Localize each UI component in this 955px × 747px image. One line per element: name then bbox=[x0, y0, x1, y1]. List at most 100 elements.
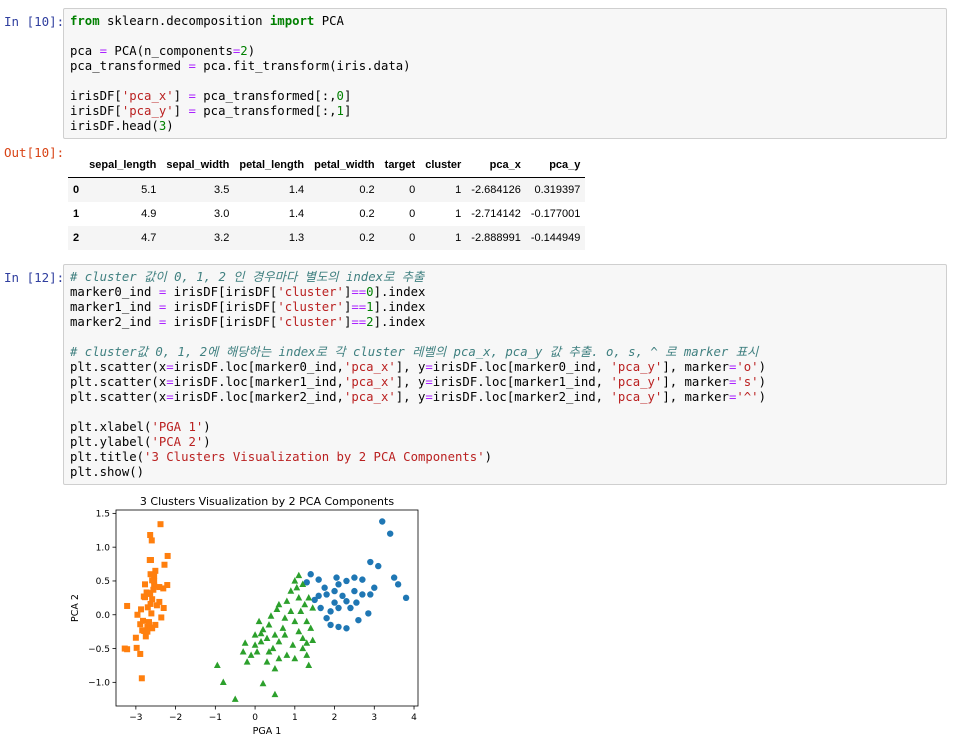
scatter-point-circle bbox=[375, 562, 382, 570]
code-line: from sklearn.decomposition import PCA bbox=[70, 14, 940, 29]
code-token: = bbox=[166, 390, 174, 404]
scatter-point-square bbox=[124, 602, 131, 609]
code-line: plt.xlabel('PGA 1') bbox=[70, 420, 940, 435]
table-cell: 1 bbox=[455, 208, 462, 220]
code-line bbox=[70, 405, 940, 420]
code-token: = bbox=[166, 375, 174, 389]
scatter-point-triangle bbox=[257, 629, 265, 637]
scatter-point-circle bbox=[390, 574, 398, 581]
scatter-point-triangle bbox=[265, 621, 273, 628]
scatter-point-circle bbox=[359, 591, 366, 598]
scatter-point-triangle bbox=[303, 639, 311, 646]
code-token: 'pca_y' bbox=[610, 375, 663, 389]
scatter-point-square bbox=[137, 650, 144, 657]
scatter-point-square bbox=[148, 537, 155, 544]
scatter-point-circle bbox=[331, 587, 338, 595]
table-cell: 0 bbox=[409, 184, 416, 196]
code-line: plt.title('3 Clusters Visualization by 2… bbox=[70, 450, 940, 465]
scatter-point-square bbox=[151, 572, 158, 579]
code-token: = bbox=[425, 375, 433, 389]
code-token: 3 bbox=[158, 119, 167, 133]
scatter-point-triangle bbox=[305, 594, 313, 601]
code-token: 'cluster' bbox=[277, 300, 344, 314]
scatter-point-circle bbox=[323, 614, 330, 622]
table-cell: 1.3 bbox=[288, 232, 305, 244]
column-header: sepal_width bbox=[161, 153, 235, 178]
code-token: 'PGA 1' bbox=[151, 420, 204, 434]
code-token: ) bbox=[758, 375, 766, 389]
code-token: irisDF[irisDF[ bbox=[166, 285, 278, 299]
scatter-point-triangle bbox=[263, 658, 271, 665]
y-tick-label: −1.0 bbox=[88, 679, 110, 689]
code-token: 'pca_x' bbox=[121, 89, 174, 103]
scatter-point-circle bbox=[323, 591, 330, 598]
code-token: 1 bbox=[366, 300, 374, 314]
scatter-point-square bbox=[134, 611, 141, 618]
scatter-point-triangle bbox=[271, 690, 279, 698]
code-line: marker1_ind = irisDF[irisDF['cluster']==… bbox=[70, 300, 940, 315]
code-token: ) bbox=[203, 435, 211, 449]
scatter-point-circle bbox=[351, 574, 358, 581]
scatter-point-triangle bbox=[267, 612, 275, 619]
scatter-point-triangle bbox=[291, 617, 299, 625]
column-header: pca_y bbox=[525, 153, 586, 178]
scatter-point-square bbox=[121, 645, 128, 652]
code-token: ) bbox=[166, 119, 174, 133]
table-cell: 3.5 bbox=[214, 184, 230, 196]
scatter-point-triangle bbox=[247, 651, 255, 658]
scatter-point-triangle bbox=[241, 639, 249, 646]
column-header: cluster bbox=[420, 153, 467, 178]
row-index: 1 bbox=[73, 208, 80, 220]
scatter-point-square bbox=[152, 567, 159, 574]
scatter-point-triangle bbox=[297, 607, 305, 614]
scatter-point-triangle bbox=[253, 648, 261, 655]
scatter-point-triangle bbox=[239, 648, 247, 655]
code-token: ], y bbox=[395, 390, 426, 404]
code-token: marker1_ind bbox=[70, 300, 159, 314]
code-line: pca_transformed = pca.fit_transform(iris… bbox=[70, 59, 940, 74]
scatter-point-square bbox=[153, 602, 160, 609]
code-token: pca.fit_transform(iris.data) bbox=[195, 59, 411, 73]
code-token: = bbox=[158, 315, 167, 329]
table-cell: 0.2 bbox=[359, 232, 375, 244]
scatter-point-circle bbox=[327, 608, 334, 615]
table-cell: 0 bbox=[409, 232, 416, 244]
code-token: 'pca_x' bbox=[343, 375, 396, 389]
output-prompt-10: Out[10]: bbox=[4, 145, 65, 160]
x-axis-label: PGA 1 bbox=[253, 726, 282, 737]
input-prompt-12: In [12]: bbox=[4, 270, 65, 285]
code-editor[interactable]: from sklearn.decomposition import PCA pca… bbox=[64, 9, 946, 138]
y-axis-label: PCA 2 bbox=[70, 594, 81, 622]
scatter-point-square bbox=[143, 589, 150, 596]
table-cell: 1 bbox=[455, 184, 462, 196]
code-token: 'PCA 2' bbox=[151, 435, 204, 449]
table-cell: -2.684126 bbox=[471, 184, 521, 196]
code-line: marker2_ind = irisDF[irisDF['cluster']==… bbox=[70, 315, 940, 330]
scatter-point-square bbox=[160, 605, 167, 611]
scatter-point-triangle bbox=[263, 634, 271, 642]
scatter-point-triangle bbox=[251, 641, 259, 648]
input-prompt-10: In [10]: bbox=[4, 14, 65, 29]
table-header-row: sepal_length sepal_width petal_length petal… bbox=[68, 153, 586, 178]
scatter-point-triangle bbox=[295, 627, 303, 635]
scatter-point-triangle bbox=[265, 648, 273, 655]
code-line: irisDF['pca_x'] = pca_transformed[:,0] bbox=[70, 89, 940, 104]
code-token: = bbox=[158, 300, 167, 314]
code-cell-12[interactable]: # cluster 값이 0, 1, 2 인 경우마다 별도의 index로 추… bbox=[63, 264, 947, 485]
table-cell: 0.319397 bbox=[534, 184, 581, 196]
scatter-point-triangle bbox=[271, 665, 279, 672]
code-token: = bbox=[188, 104, 196, 118]
code-line: pca = PCA(n_components=2) bbox=[70, 44, 940, 59]
code-token: pca bbox=[70, 44, 100, 58]
scatter-point-circle bbox=[339, 592, 346, 600]
code-token: 2 bbox=[240, 44, 248, 58]
code-editor[interactable]: # cluster 값이 0, 1, 2 인 경우마다 별도의 index로 추… bbox=[64, 265, 946, 484]
code-line: plt.show() bbox=[70, 465, 940, 480]
table-row: 2 4.7 3.2 1.3 0.2 0 1 -2.888991 -0.144949 bbox=[68, 226, 586, 250]
code-line bbox=[70, 330, 940, 345]
table-cell: 4.7 bbox=[141, 232, 157, 244]
scatter-point-circle bbox=[343, 625, 350, 632]
code-cell-10[interactable]: from sklearn.decomposition import PCA pca… bbox=[63, 8, 947, 139]
scatter-point-triangle bbox=[259, 679, 267, 687]
scatter-point-circle bbox=[327, 621, 334, 629]
